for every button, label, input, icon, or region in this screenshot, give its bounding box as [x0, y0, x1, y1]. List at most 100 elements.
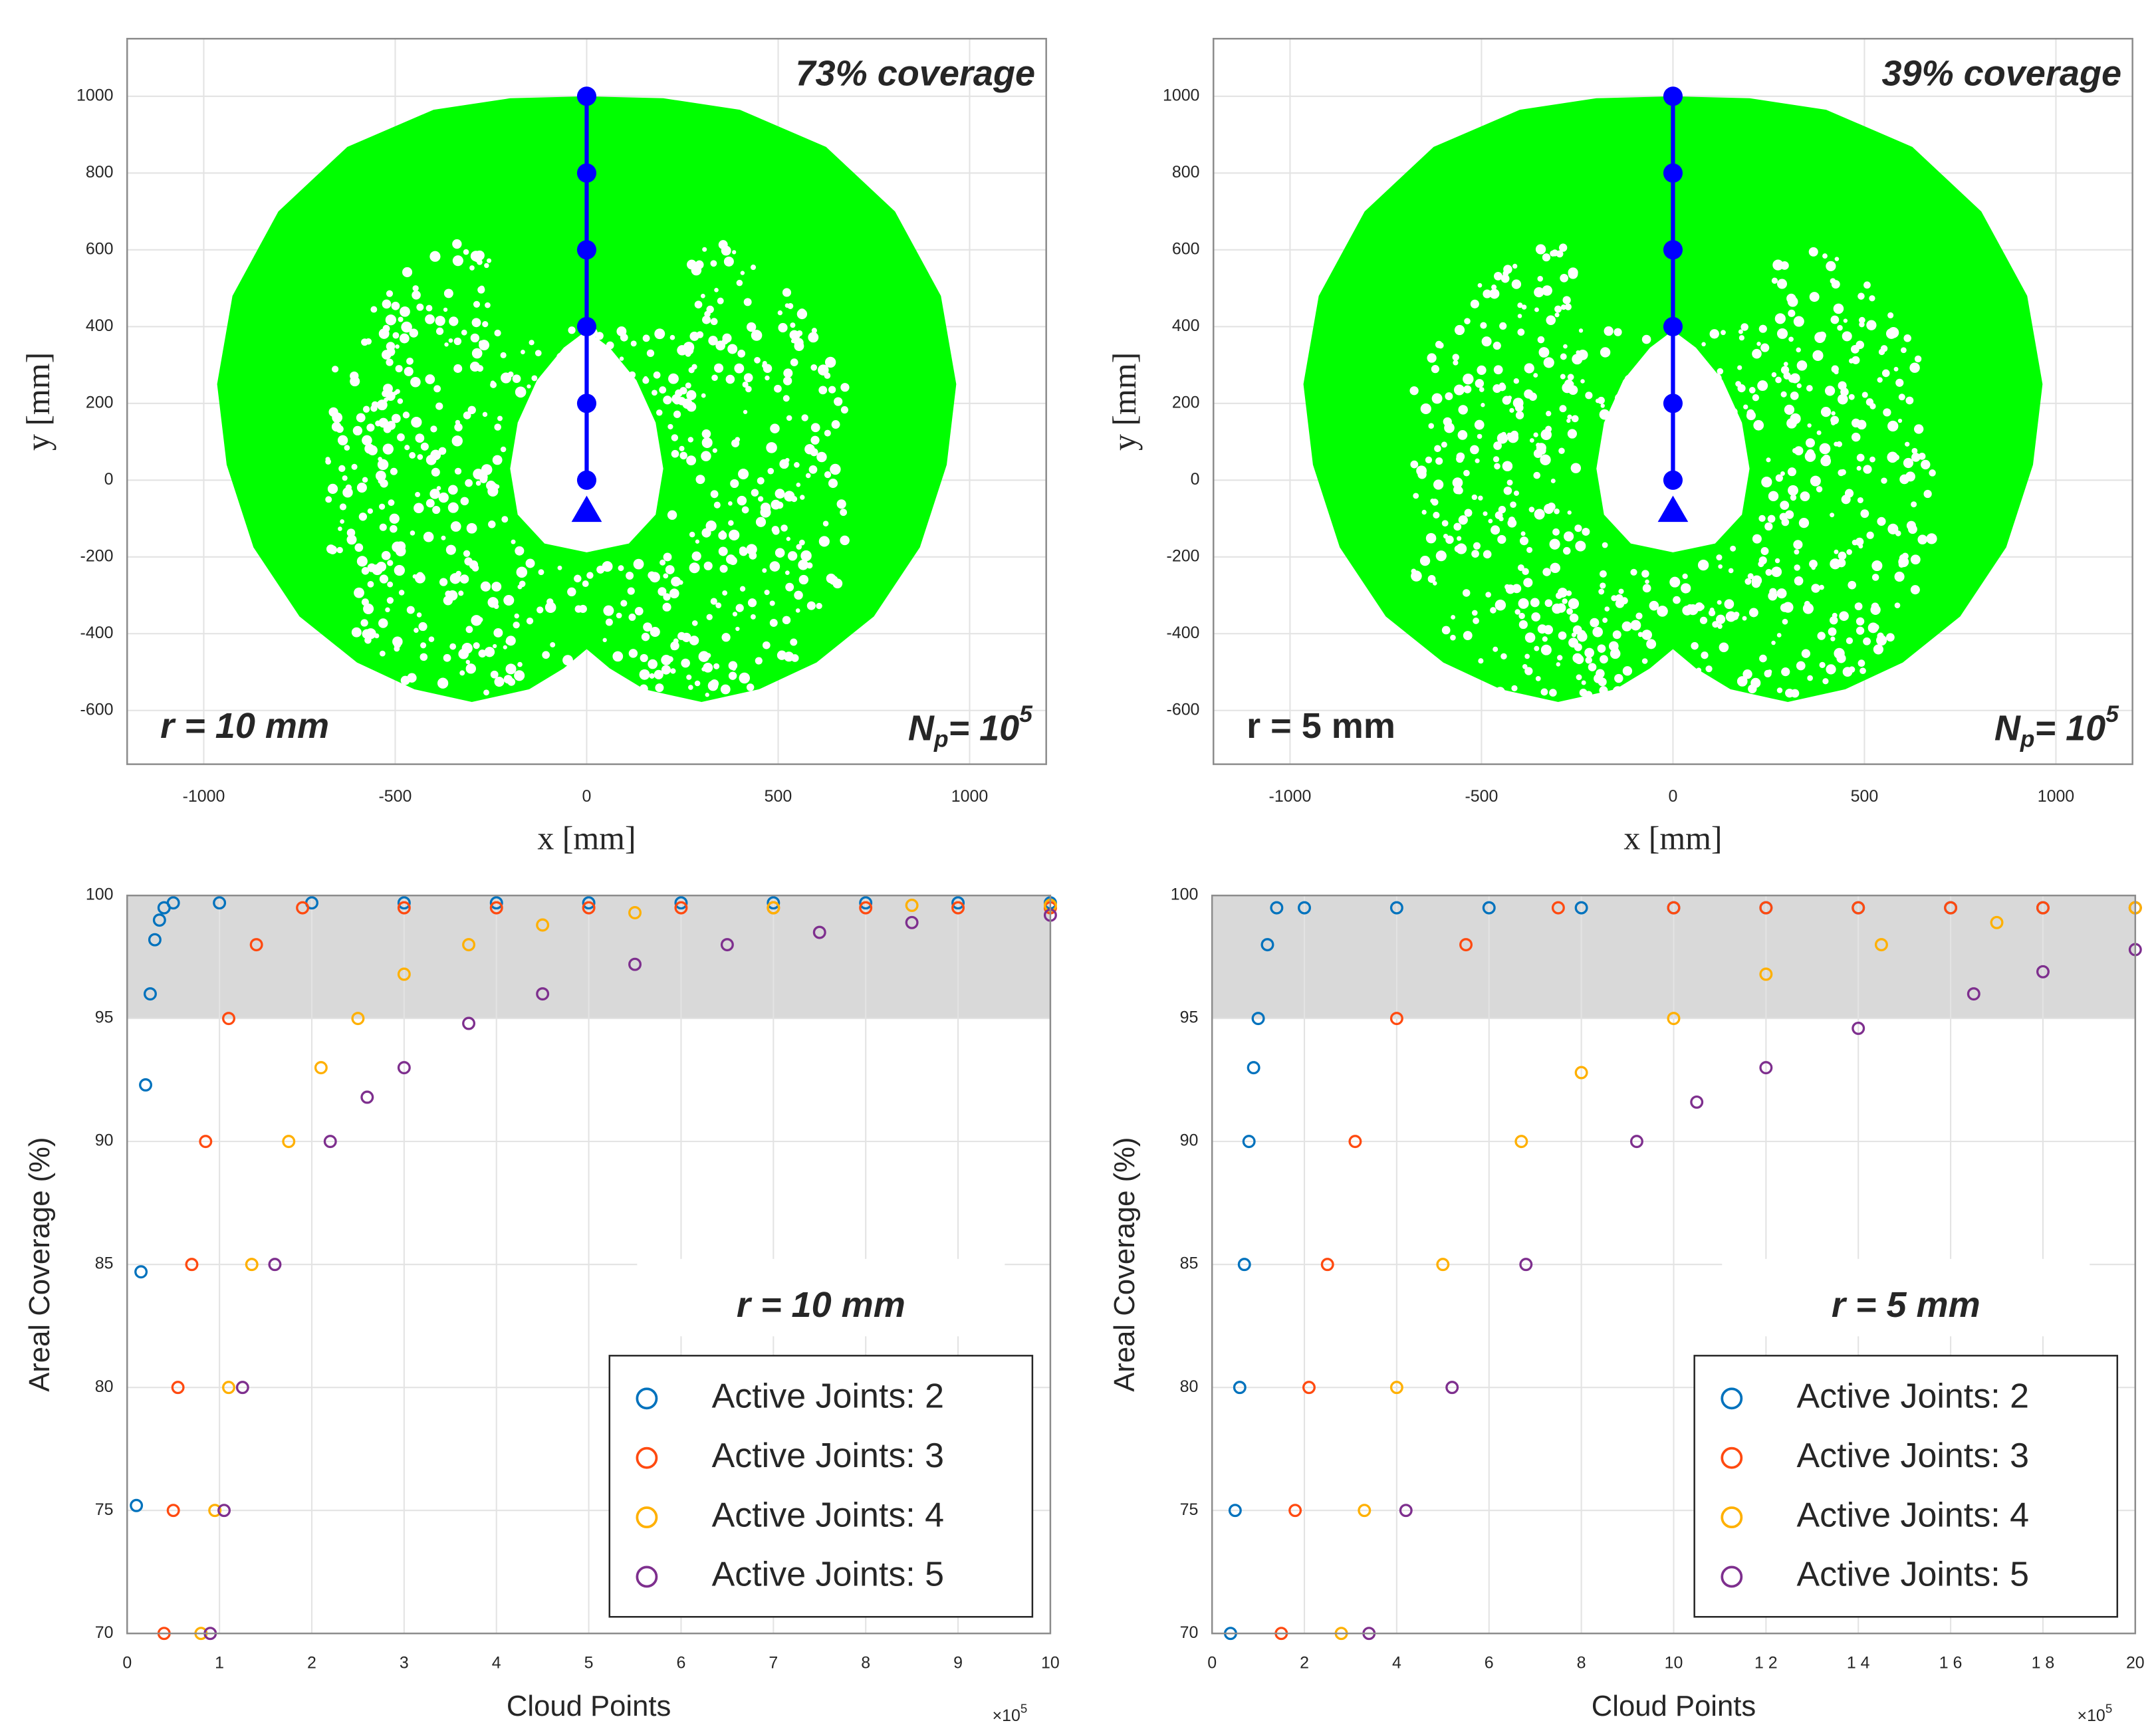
- speckle: [1906, 520, 1916, 530]
- legend-marker: [1721, 1565, 1743, 1588]
- speckle: [596, 565, 605, 574]
- speckle: [1540, 454, 1551, 465]
- speckle: [708, 336, 718, 346]
- speckle: [1819, 584, 1824, 590]
- speckle: [1701, 678, 1708, 685]
- speckle: [675, 389, 683, 398]
- speckle: [1897, 418, 1903, 423]
- speckle: [1767, 515, 1776, 523]
- speckle: [1687, 604, 1693, 611]
- speckle: [1630, 568, 1637, 576]
- data-point: [1242, 1135, 1256, 1149]
- speckle: [805, 473, 811, 479]
- x-tick-label: 9: [953, 1654, 963, 1673]
- speckle: [505, 663, 517, 675]
- speckle: [414, 572, 425, 584]
- speckle: [840, 535, 850, 546]
- y-tick-label: 90: [95, 1131, 114, 1150]
- speckle: [1716, 554, 1723, 561]
- speckle: [1771, 566, 1782, 578]
- speckle: [1641, 334, 1651, 344]
- speckle: [1842, 331, 1852, 342]
- data-point: [235, 1381, 249, 1395]
- speckle: [691, 551, 701, 561]
- speckle: [1701, 651, 1709, 659]
- speckle: [473, 642, 480, 649]
- speckle: [1758, 556, 1767, 565]
- data-point: [134, 1265, 148, 1279]
- speckle: [362, 405, 370, 413]
- speckle: [1506, 479, 1513, 486]
- speckle: [1758, 324, 1767, 333]
- speckle: [1826, 664, 1836, 675]
- speckle: [418, 622, 427, 632]
- speckle: [763, 364, 773, 374]
- speckle: [818, 536, 830, 547]
- speckle: [1483, 511, 1488, 517]
- speckle: [1866, 320, 1877, 330]
- speckle: [1563, 546, 1571, 555]
- data-point: [1389, 1381, 1403, 1395]
- speckle: [1509, 407, 1514, 413]
- data-point: [208, 1504, 222, 1518]
- data-point: [323, 1135, 337, 1149]
- speckle: [379, 650, 386, 657]
- y-tick-label: 70: [95, 1623, 114, 1642]
- speckle: [1566, 608, 1573, 615]
- speckle: [1554, 312, 1560, 318]
- speckle: [1538, 347, 1550, 358]
- speckle: [386, 597, 394, 604]
- speckle: [471, 615, 482, 626]
- speckle: [711, 374, 718, 382]
- speckle: [775, 489, 785, 499]
- speckle: [747, 322, 757, 332]
- speckle: [1534, 645, 1540, 651]
- speckle: [1595, 398, 1600, 404]
- speckle: [1918, 452, 1926, 460]
- speckle: [444, 342, 449, 347]
- speckle: [1493, 646, 1498, 652]
- speckle: [331, 421, 342, 432]
- speckle: [648, 659, 658, 669]
- speckle: [669, 334, 675, 340]
- speckle: [824, 471, 832, 479]
- speckle: [485, 649, 493, 657]
- speckle: [487, 485, 499, 497]
- speckle: [689, 562, 700, 574]
- speckle: [746, 683, 755, 691]
- speckle: [782, 288, 792, 297]
- speckle: [808, 332, 819, 343]
- speckle: [354, 587, 364, 598]
- data-point: [199, 1135, 213, 1149]
- speckle: [378, 478, 384, 484]
- data-point: [1967, 987, 1980, 1001]
- speckle: [650, 572, 660, 583]
- speckle: [702, 247, 707, 252]
- speckle: [1544, 503, 1554, 515]
- speckle: [1857, 497, 1863, 503]
- speckle: [423, 531, 434, 542]
- speckle: [1513, 378, 1519, 384]
- speckle: [1774, 313, 1786, 324]
- speckle: [449, 643, 457, 650]
- speckle: [822, 520, 829, 526]
- speckle: [1453, 360, 1459, 366]
- data-point: [1574, 1066, 1588, 1080]
- speckle: [732, 612, 738, 617]
- speckle: [430, 449, 441, 461]
- speckle: [687, 437, 694, 443]
- speckle: [1747, 573, 1754, 580]
- speckle: [1458, 515, 1468, 525]
- speckle: [616, 326, 627, 336]
- speckle: [714, 363, 724, 373]
- speckle: [1809, 559, 1818, 568]
- speckle: [1463, 373, 1474, 385]
- speckle: [1901, 347, 1907, 354]
- speckle: [494, 423, 501, 431]
- speckle: [1830, 558, 1841, 570]
- data-point: [268, 1258, 282, 1272]
- speckle: [465, 663, 476, 674]
- speckle: [493, 628, 503, 637]
- speckle: [328, 545, 338, 554]
- speckle: [465, 479, 473, 487]
